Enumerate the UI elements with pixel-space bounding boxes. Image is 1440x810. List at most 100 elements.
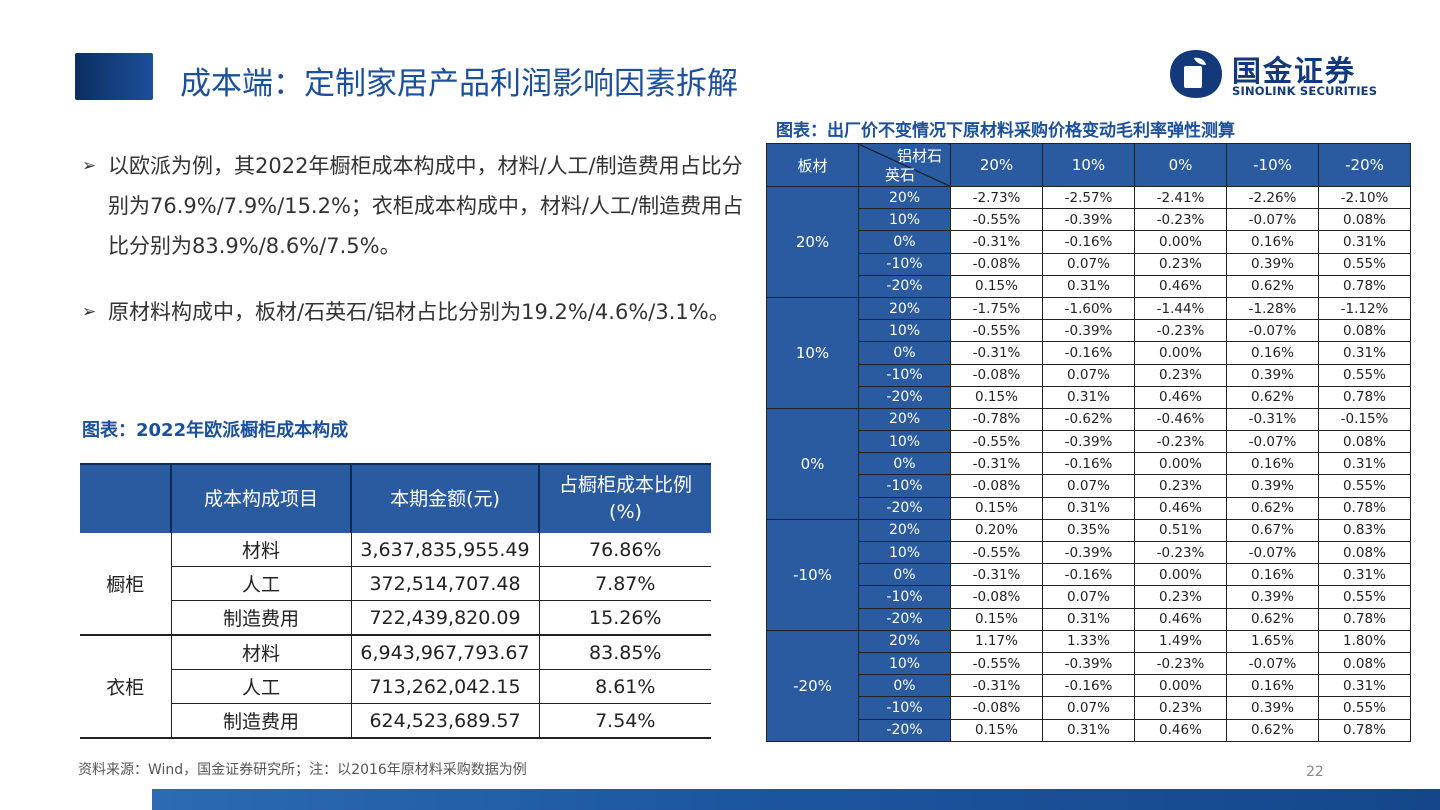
table-row: 人工 372,514,707.48 7.87% [80,566,711,601]
row-label: 20% [858,185,951,210]
row-label: 10% [858,651,951,676]
table-cell: 0.46% [1134,496,1227,520]
table-cell: 制造费用 [170,600,351,636]
table-cell: -0.07% [1226,430,1319,454]
table-cell: -0.08% [950,696,1043,720]
group-label: 10% [766,296,859,409]
table-cell: 0.16% [1226,674,1319,698]
table-cell: 0.46% [1134,718,1227,742]
table-row: 10% -0.55% -0.39% -0.23% -0.07% 0.08% [767,430,1411,454]
table-cell: -0.55% [950,651,1043,676]
column-header: -10% [1226,143,1319,187]
table-cell: 7.54% [538,703,711,739]
table-row: 0% -0.31% -0.16% 0.00% 0.16% 0.31% [767,674,1411,698]
table-cell: 0.39% [1226,585,1319,609]
table-cell: -0.08% [950,363,1043,387]
table-cell: 0.31% [1042,385,1135,409]
table-cell: -0.16% [1042,341,1135,365]
table-cell: 0.07% [1042,252,1135,276]
row-label: 20% [858,296,951,321]
left-table-caption: 图表：2022年欧派橱柜成本构成 [82,420,349,441]
table-cell: -0.39% [1042,208,1135,232]
table-cell: 0.08% [1318,208,1411,232]
table-cell: 0.23% [1134,363,1227,387]
table-cell: 3,637,835,955.49 [350,533,539,567]
table-cell: 0.78% [1318,274,1411,298]
table-cell: 0.15% [950,385,1043,409]
row-label: 20% [858,629,951,653]
table-cell: 0.07% [1042,696,1135,720]
table-cell: -0.08% [950,585,1043,609]
column-header: 20% [950,143,1043,187]
table-cell: 0.15% [950,274,1043,298]
table-row: -10% -0.08% 0.07% 0.23% 0.39% 0.55% [767,585,1411,609]
table-row: -20% 20% 1.17% 1.33% 1.49% 1.65% 1.80% [766,629,1411,742]
table-row: 0% 20% -0.78% -0.62% -0.46% -0.31% -0.15% [766,407,1411,520]
table-header-cell [80,464,171,533]
table-cell: -1.60% [1042,296,1135,321]
table-cell: 83.85% [538,635,711,670]
table-cell: 0.31% [1318,452,1411,476]
table-cell: 1.49% [1134,629,1227,653]
table-cell: -2.57% [1042,185,1135,210]
group-label: 0% [766,407,859,520]
table-cell: 0.67% [1226,518,1319,543]
table-cell: 0.62% [1226,385,1319,409]
table-row: 人工 713,262,042.15 8.61% [80,669,711,704]
table-header-cell: 成本构成项目 [170,464,351,533]
table-cell: 0.31% [1318,230,1411,254]
table-cell: 0.15% [950,718,1043,742]
table-cell: 0.00% [1134,452,1227,476]
table-cell: 0.78% [1318,385,1411,409]
table-cell: -0.39% [1042,319,1135,343]
table-cell: -0.23% [1134,208,1227,232]
table-cell: -0.55% [950,208,1043,232]
row-label: -20% [858,607,951,631]
table-cell: 15.26% [538,600,711,636]
footer-bar [152,789,1440,810]
table-cell: 0.31% [1318,563,1411,587]
bullet-arrow-icon: ➢ [82,156,97,176]
corner-header-top: 铝材石 [896,147,942,165]
table-cell: -0.31% [950,674,1043,698]
table-row: -10% -0.08% 0.07% 0.23% 0.39% 0.55% [767,363,1411,387]
table-cell: -2.41% [1134,185,1227,210]
group-label: 20% [766,186,859,298]
table-cell: 713,262,042.15 [350,669,539,704]
table-cell: -0.31% [1226,407,1319,432]
table-cell: -0.31% [950,341,1043,365]
row-label: 10% [858,540,951,565]
table-cell: 0.55% [1318,474,1411,498]
bullet-point: ➢ 原材料构成中，板材/石英石/铝材占比分别为19.2%/4.6%/3.1%。 [82,292,742,332]
table-cell: 0.31% [1318,674,1411,698]
table-cell: 0.39% [1226,252,1319,276]
corner-header-diagonal: 铝材石 英石 [858,143,951,187]
table-cell: -0.07% [1226,651,1319,676]
table-cell: -1.44% [1134,296,1227,321]
table-cell: 0.62% [1226,718,1319,742]
table-cell: 7.87% [538,566,711,601]
page-title: 成本端：定制家居产品利润影响因素拆解 [180,66,738,102]
table-cell: 0.08% [1318,319,1411,343]
table-cell: 0.23% [1134,696,1227,720]
table-cell: 0.46% [1134,385,1227,409]
table-cell: -0.46% [1134,407,1227,432]
table-cell: -0.55% [950,319,1043,343]
bullet-arrow-icon: ➢ [82,302,97,322]
table-cell: 0.55% [1318,363,1411,387]
table-row: 0% -0.31% -0.16% 0.00% 0.16% 0.31% [767,452,1411,476]
table-row: 10% 20% -1.75% -1.60% -1.44% -1.28% -1.12% [766,296,1411,409]
table-cell: 0.07% [1042,585,1135,609]
table-cell: 0.16% [1226,452,1319,476]
table-cell: 0.00% [1134,674,1227,698]
table-row: 制造费用 722,439,820.09 15.26% [80,600,711,636]
table-row: -20% 0.15% 0.31% 0.46% 0.62% 0.78% [767,607,1411,631]
table-cell: 材料 [170,533,351,567]
table-row: 10% -0.55% -0.39% -0.23% -0.07% 0.08% [767,651,1411,676]
table-cell: 6,943,967,793.67 [350,635,539,670]
table-cell: -0.07% [1226,540,1319,565]
column-header: -20% [1318,143,1411,187]
table-cell: -0.07% [1226,319,1319,343]
table-cell: 0.20% [950,518,1043,543]
table-cell: 0.83% [1318,518,1411,543]
